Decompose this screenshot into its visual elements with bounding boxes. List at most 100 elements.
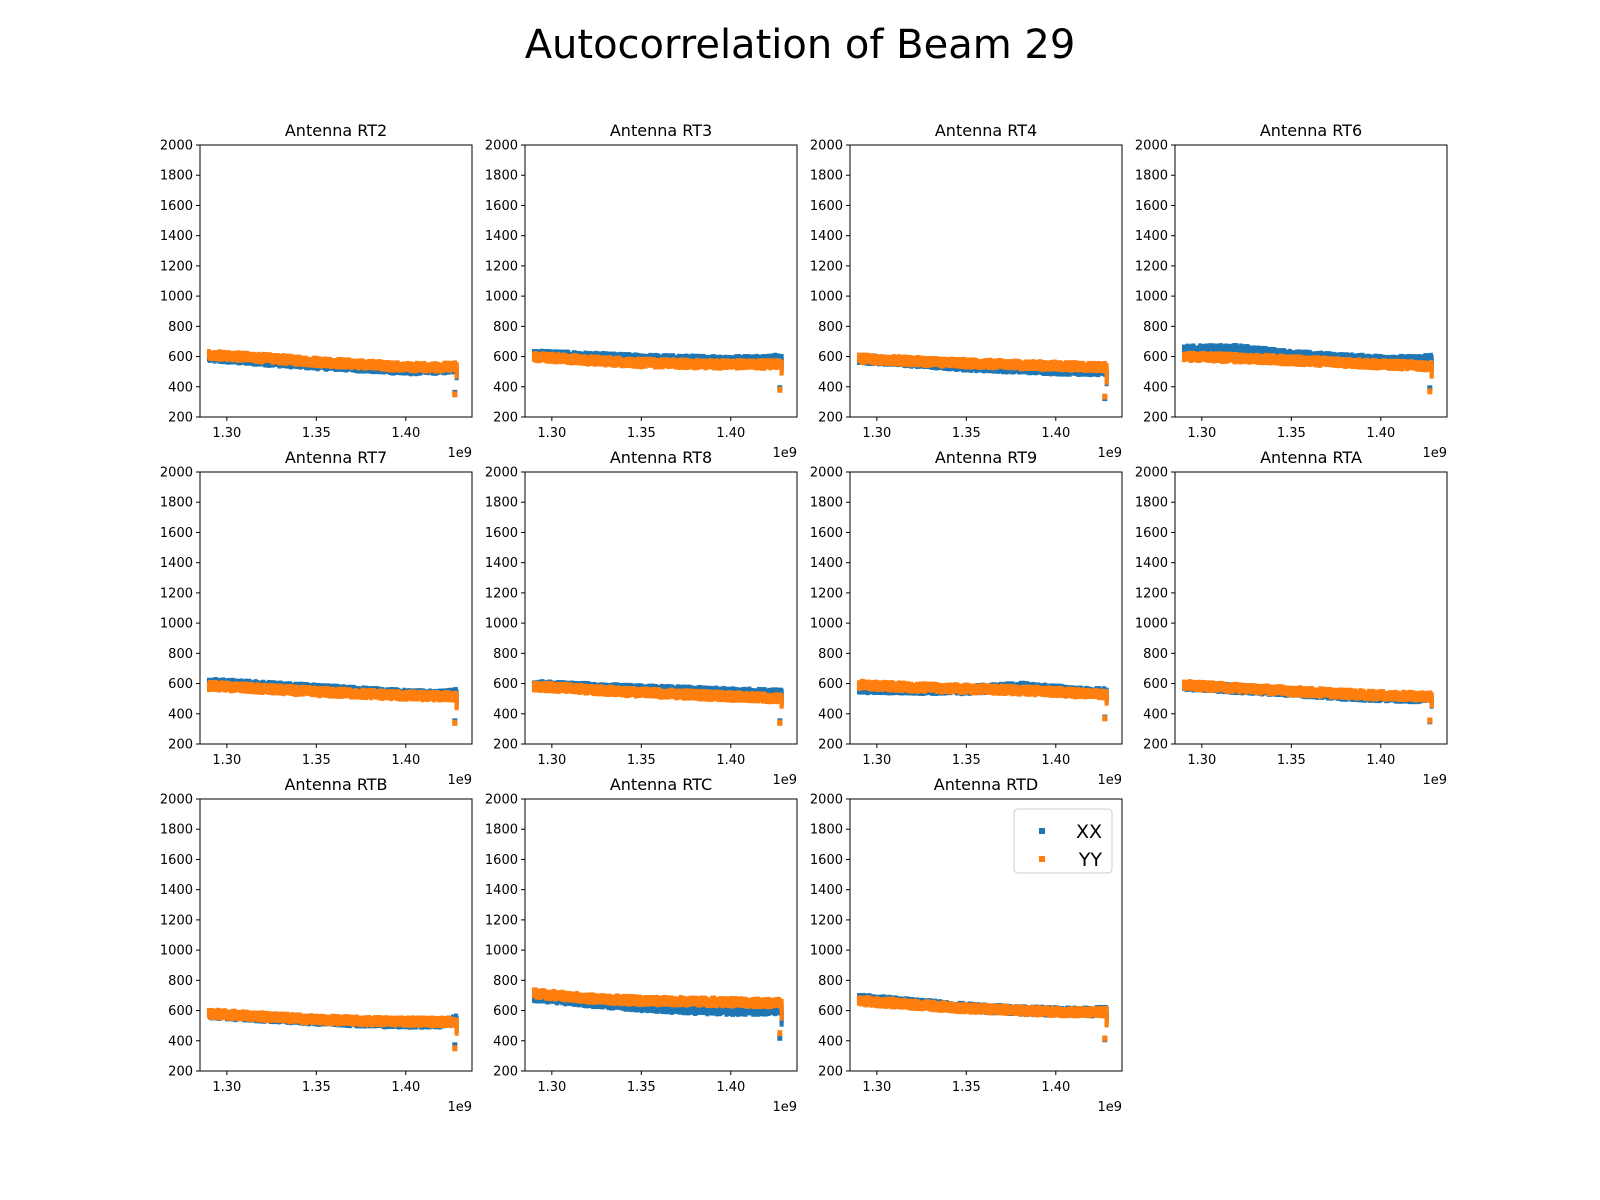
data-point [1429, 370, 1434, 379]
x-tick-label: 1.40 [1041, 426, 1070, 441]
y-tick-label: 800 [1143, 647, 1168, 662]
axes-frame [524, 471, 798, 745]
plot-area [856, 352, 1109, 402]
y-tick-label: 1200 [1135, 586, 1168, 601]
y-tick-label: 600 [168, 350, 193, 365]
subplot-panel: Antenna RT720040060080010001200140016001… [160, 448, 473, 788]
y-tick-label: 1200 [485, 586, 518, 601]
x-tick-label: 1.35 [627, 426, 656, 441]
y-tick-label: 1400 [810, 556, 843, 571]
y-tick-label: 1600 [160, 853, 193, 868]
y-tick-label: 1000 [1135, 290, 1168, 305]
x-tick-label: 1.30 [212, 1080, 241, 1095]
panel-title: Antenna RTB [284, 775, 387, 794]
axes-frame [199, 144, 473, 418]
plot-area [856, 678, 1109, 722]
x-offset-label: 1e9 [447, 446, 472, 461]
data-point [1104, 697, 1109, 706]
y-tick-label: 1200 [160, 913, 193, 928]
y-tick-label: 200 [493, 411, 518, 426]
y-tick-label: 1600 [485, 526, 518, 541]
y-tick-label: 1800 [485, 169, 518, 184]
x-offset-label: 1e9 [1097, 446, 1122, 461]
y-tick-label: 400 [818, 707, 843, 722]
y-tick-label: 400 [168, 707, 193, 722]
y-tick-label: 1600 [810, 526, 843, 541]
x-tick-label: 1.35 [302, 753, 331, 768]
y-tick-label: 400 [493, 707, 518, 722]
outlier-point [452, 1042, 458, 1049]
y-tick-label: 1800 [160, 496, 193, 511]
x-tick-label: 1.35 [627, 753, 656, 768]
y-tick-label: 200 [168, 411, 193, 426]
x-tick-label: 1.35 [952, 426, 981, 441]
panel-title: Antenna RT2 [285, 121, 387, 140]
outlier-point [1102, 393, 1108, 400]
y-tick-label: 400 [818, 380, 843, 395]
x-tick-label: 1.30 [212, 753, 241, 768]
plot-area [1181, 343, 1434, 395]
series-yy [531, 351, 784, 393]
series-yy [531, 680, 784, 726]
y-tick-label: 600 [168, 677, 193, 692]
y-tick-label: 1000 [160, 944, 193, 959]
series-yy [1181, 350, 1434, 395]
y-tick-label: 1000 [160, 290, 193, 305]
y-tick-label: 1200 [160, 586, 193, 601]
y-tick-label: 1600 [1135, 526, 1168, 541]
outlier-point [1102, 715, 1108, 722]
x-tick-label: 1.35 [302, 1080, 331, 1095]
series-yy [206, 679, 459, 726]
y-tick-label: 2000 [1135, 466, 1168, 481]
y-tick-label: 1800 [810, 496, 843, 511]
y-tick-label: 2000 [1135, 139, 1168, 154]
panel-title: Antenna RT3 [610, 121, 712, 140]
x-offset-label: 1e9 [447, 1100, 472, 1115]
x-tick-label: 1.30 [537, 426, 566, 441]
y-tick-label: 1800 [160, 823, 193, 838]
subplot-panel: Antenna RTA20040060080010001200140016001… [1135, 448, 1448, 788]
y-tick-label: 1600 [160, 199, 193, 214]
y-tick-label: 1200 [810, 259, 843, 274]
y-tick-label: 200 [818, 411, 843, 426]
y-tick-label: 1400 [1135, 229, 1168, 244]
axes-frame [199, 471, 473, 745]
y-tick-label: 600 [493, 677, 518, 692]
x-tick-label: 1.40 [391, 753, 420, 768]
x-offset-label: 1e9 [1097, 773, 1122, 788]
axes-frame [1174, 144, 1448, 418]
y-tick-label: 1000 [810, 617, 843, 632]
y-tick-label: 1600 [485, 199, 518, 214]
panel-title: Antenna RT6 [1260, 121, 1362, 140]
panel-title: Antenna RT9 [935, 448, 1037, 467]
y-tick-label: 1000 [1135, 617, 1168, 632]
subplot-panel: Antenna RTB20040060080010001200140016001… [160, 775, 473, 1115]
y-tick-label: 2000 [810, 139, 843, 154]
subplot-panel: Antenna RT820040060080010001200140016001… [485, 448, 798, 788]
y-tick-label: 2000 [810, 466, 843, 481]
x-offset-label: 1e9 [1422, 446, 1447, 461]
y-tick-label: 800 [168, 974, 193, 989]
y-tick-label: 800 [1143, 320, 1168, 335]
y-tick-label: 800 [818, 647, 843, 662]
subplot-panel: Antenna RT620040060080010001200140016001… [1135, 121, 1448, 461]
plot-area [206, 676, 459, 726]
y-tick-label: 200 [493, 738, 518, 753]
x-offset-label: 1e9 [772, 773, 797, 788]
series-yy [206, 1007, 459, 1052]
axes-frame [524, 144, 798, 418]
data-point [1104, 376, 1109, 385]
outlier-point [452, 719, 458, 726]
y-tick-label: 1000 [485, 290, 518, 305]
y-tick-label: 1000 [160, 617, 193, 632]
y-tick-label: 1800 [1135, 496, 1168, 511]
outlier-point [452, 391, 458, 398]
y-tick-label: 2000 [160, 793, 193, 808]
y-tick-label: 1800 [810, 169, 843, 184]
y-tick-label: 600 [1143, 677, 1168, 692]
data-point [779, 700, 784, 709]
plot-area [206, 349, 459, 398]
y-tick-label: 1400 [160, 883, 193, 898]
y-tick-label: 800 [493, 647, 518, 662]
subplot-panel: Antenna RT320040060080010001200140016001… [485, 121, 798, 461]
